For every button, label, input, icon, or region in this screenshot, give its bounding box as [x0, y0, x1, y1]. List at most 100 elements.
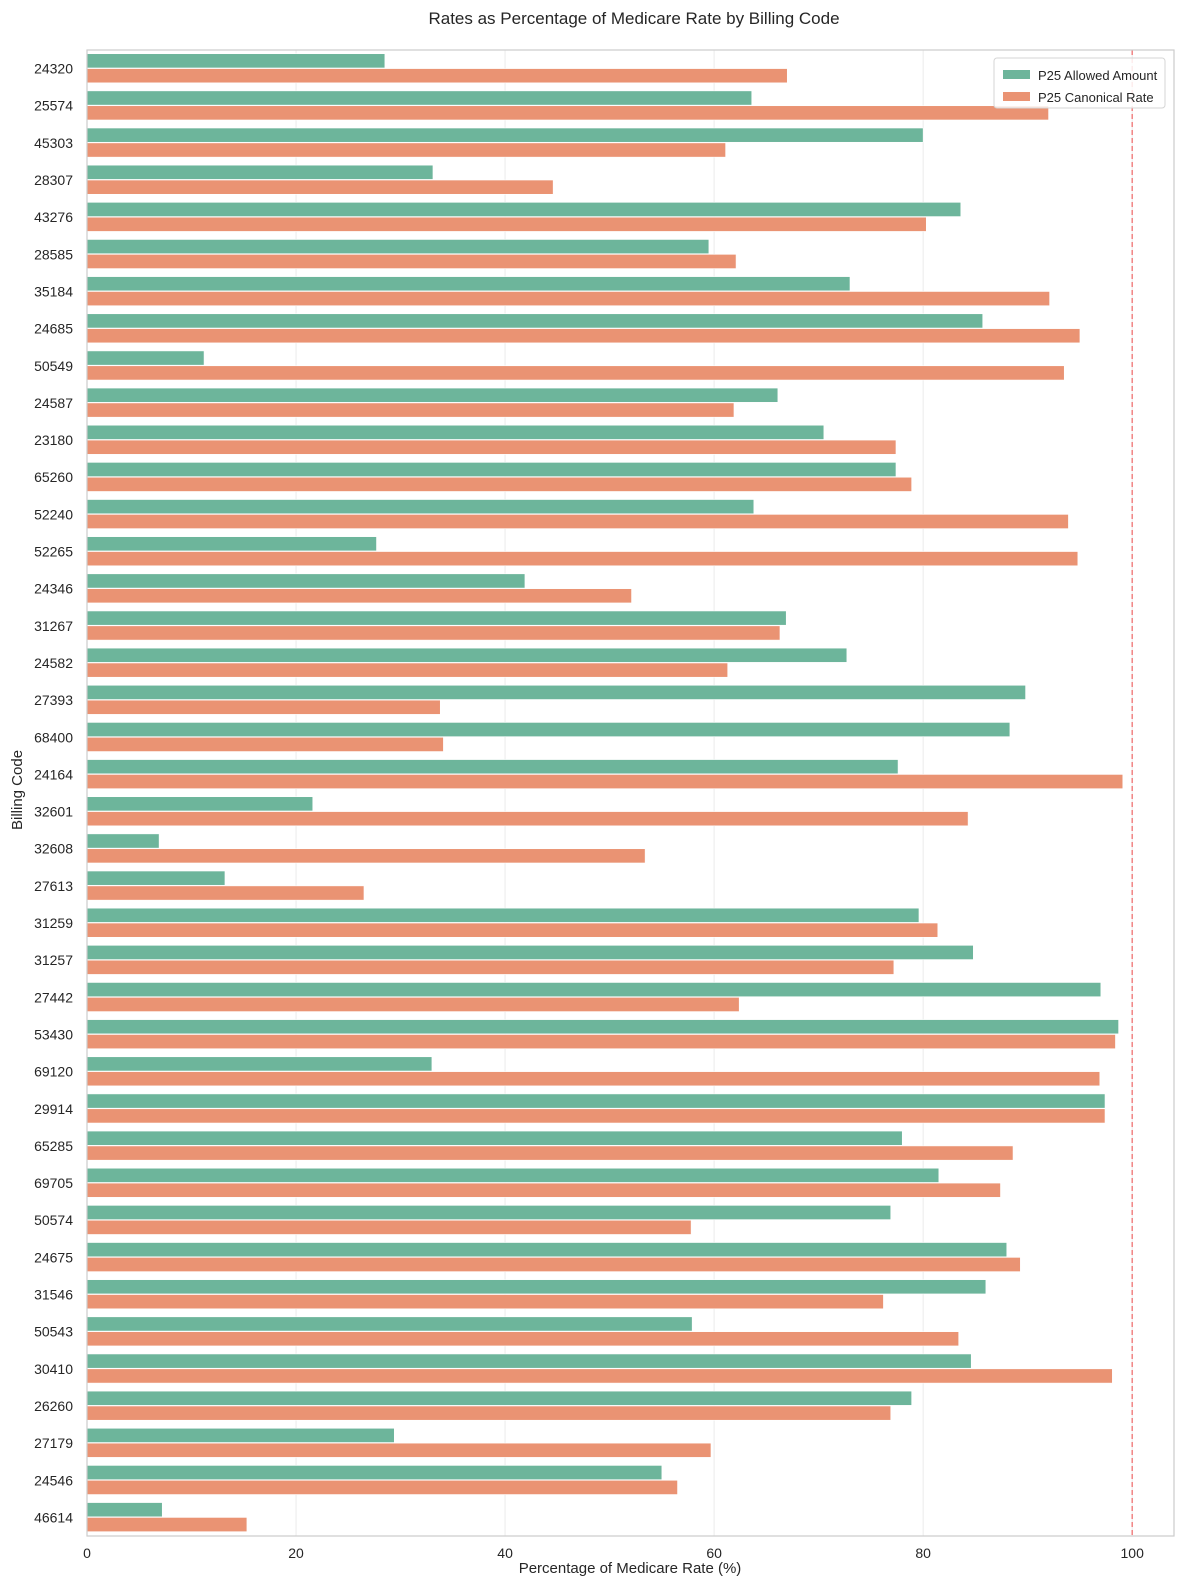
y-tick-label: 65285: [34, 1138, 73, 1154]
y-tick-label: 24685: [34, 321, 73, 337]
bar-p25-canonical-rate-24346: [86, 588, 632, 604]
bar-p25-allowed-amount-27393: [86, 684, 1026, 700]
legend: P25 Allowed Amount P25 Canonical Rate: [993, 57, 1166, 109]
bar-p25-allowed-amount-45303: [86, 127, 924, 143]
bar-p25-allowed-amount-50549: [86, 350, 205, 366]
y-tick-label: 24587: [34, 395, 73, 411]
bar-p25-canonical-rate-24320: [86, 68, 788, 84]
bar-p25-canonical-rate-69705: [86, 1182, 1001, 1198]
bar-p25-canonical-rate-50549: [86, 365, 1065, 381]
y-tick-label: 27393: [34, 692, 73, 708]
y-tick-label: 30410: [34, 1361, 73, 1377]
y-tick-label: 24675: [34, 1249, 73, 1265]
bar-p25-canonical-rate-31546: [86, 1294, 884, 1310]
bar-p25-canonical-rate-27442: [86, 997, 740, 1012]
bar-p25-allowed-amount-50574: [86, 1205, 892, 1220]
y-tick-label: 23180: [34, 432, 73, 448]
y-tick-label: 31259: [34, 915, 73, 931]
x-tick-label: 100: [1121, 1545, 1145, 1561]
y-tick-label: 68400: [34, 729, 73, 745]
bar-p25-allowed-amount-25574: [86, 90, 753, 106]
bar-p25-allowed-amount-24587: [86, 387, 779, 403]
y-tick-label: 65260: [34, 469, 73, 485]
bar-p25-allowed-amount-24346: [86, 573, 526, 589]
y-tick-label: 50543: [34, 1324, 73, 1340]
x-tick-label: 80: [915, 1545, 931, 1561]
x-tick-label: 60: [706, 1545, 722, 1561]
x-tick-label: 0: [83, 1545, 91, 1561]
bar-p25-canonical-rate-26260: [86, 1405, 892, 1421]
y-tick-label: 24164: [34, 766, 73, 782]
bar-p25-canonical-rate-27179: [86, 1442, 712, 1458]
bar-p25-allowed-amount-29914: [86, 1093, 1106, 1109]
bar-p25-allowed-amount-32608: [86, 833, 160, 849]
bar-p25-canonical-rate-31259: [86, 922, 939, 938]
y-tick-label: 28585: [34, 246, 73, 262]
bar-p25-canonical-rate-31257: [86, 959, 895, 975]
y-tick-label: 31267: [34, 618, 73, 634]
bar-p25-allowed-amount-32601: [86, 796, 314, 812]
bar-p25-allowed-amount-24675: [86, 1242, 1008, 1258]
bar-p25-allowed-amount-46614: [86, 1502, 163, 1518]
y-tick-label: 32601: [34, 804, 73, 820]
bar-p25-allowed-amount-53430: [86, 1019, 1119, 1035]
bar-p25-canonical-rate-50543: [86, 1331, 959, 1347]
y-tick-label: 52240: [34, 506, 73, 522]
y-tick-label: 31546: [34, 1287, 73, 1303]
y-tick-label: 31257: [34, 952, 73, 968]
bar-p25-canonical-rate-35184: [86, 291, 1050, 307]
bar-p25-canonical-rate-52240: [86, 514, 1069, 529]
bar-p25-canonical-rate-43276: [86, 216, 927, 232]
y-tick-label: 45303: [34, 135, 73, 151]
bar-p25-allowed-amount-27179: [86, 1427, 395, 1443]
y-tick-label: 24320: [34, 61, 73, 77]
bar-p25-canonical-rate-25574: [86, 105, 1049, 121]
bar-p25-allowed-amount-30410: [86, 1353, 972, 1369]
legend-swatch-1: [1003, 70, 1030, 79]
x-axis-label: Percentage of Medicare Rate (%): [519, 1560, 742, 1577]
bar-p25-allowed-amount-69705: [86, 1167, 940, 1183]
bar-p25-allowed-amount-28307: [86, 164, 434, 180]
y-tick-label: 25574: [34, 98, 73, 114]
bar-p25-allowed-amount-52240: [86, 499, 755, 515]
bar-p25-canonical-rate-32601: [86, 811, 969, 827]
bar-p25-canonical-rate-32608: [86, 848, 646, 864]
bar-p25-canonical-rate-65285: [86, 1145, 1014, 1161]
y-tick-label: 24582: [34, 655, 73, 671]
y-tick-label: 24546: [34, 1472, 73, 1488]
y-tick-label: 27442: [34, 989, 73, 1005]
bar-p25-canonical-rate-23180: [86, 439, 897, 455]
bar-p25-canonical-rate-68400: [86, 736, 444, 752]
bar-p25-canonical-rate-24546: [86, 1479, 678, 1495]
bar-p25-canonical-rate-29914: [86, 1108, 1106, 1124]
bar-p25-allowed-amount-31267: [86, 610, 787, 626]
bar-p25-allowed-amount-50543: [86, 1316, 693, 1332]
bar-p25-allowed-amount-27442: [86, 982, 1102, 998]
chart-title: Rates as Percentage of Medicare Rate by …: [428, 9, 839, 28]
bar-p25-allowed-amount-26260: [86, 1390, 912, 1406]
bar-p25-canonical-rate-50574: [86, 1219, 692, 1235]
bar-p25-allowed-amount-52265: [86, 536, 377, 552]
x-tick-label: 20: [288, 1545, 304, 1561]
grid: [86, 50, 1133, 1536]
y-tick-label: 53430: [34, 1026, 73, 1042]
bar-p25-allowed-amount-23180: [86, 424, 825, 440]
bar-p25-canonical-rate-30410: [86, 1368, 1113, 1384]
bar-p25-canonical-rate-24587: [86, 402, 735, 418]
bar-p25-canonical-rate-69120: [86, 1071, 1101, 1087]
bar-p25-allowed-amount-31259: [86, 907, 920, 923]
y-tick-label: 27179: [34, 1435, 73, 1451]
bar-p25-allowed-amount-24320: [86, 53, 386, 69]
bar-p25-allowed-amount-24582: [86, 647, 848, 663]
bar-p25-allowed-amount-28585: [86, 239, 710, 255]
y-tick-label: 35184: [34, 283, 73, 299]
y-tick-label: 52265: [34, 544, 73, 560]
axes-border: [86, 49, 1175, 1537]
bar-p25-canonical-rate-27613: [86, 885, 365, 901]
bar-p25-allowed-amount-65285: [86, 1130, 903, 1146]
bar-p25-canonical-rate-27393: [86, 699, 441, 715]
bar-p25-allowed-amount-65260: [86, 462, 897, 477]
y-tick-label: 69705: [34, 1175, 73, 1191]
y-tick-label: 50574: [34, 1212, 73, 1228]
